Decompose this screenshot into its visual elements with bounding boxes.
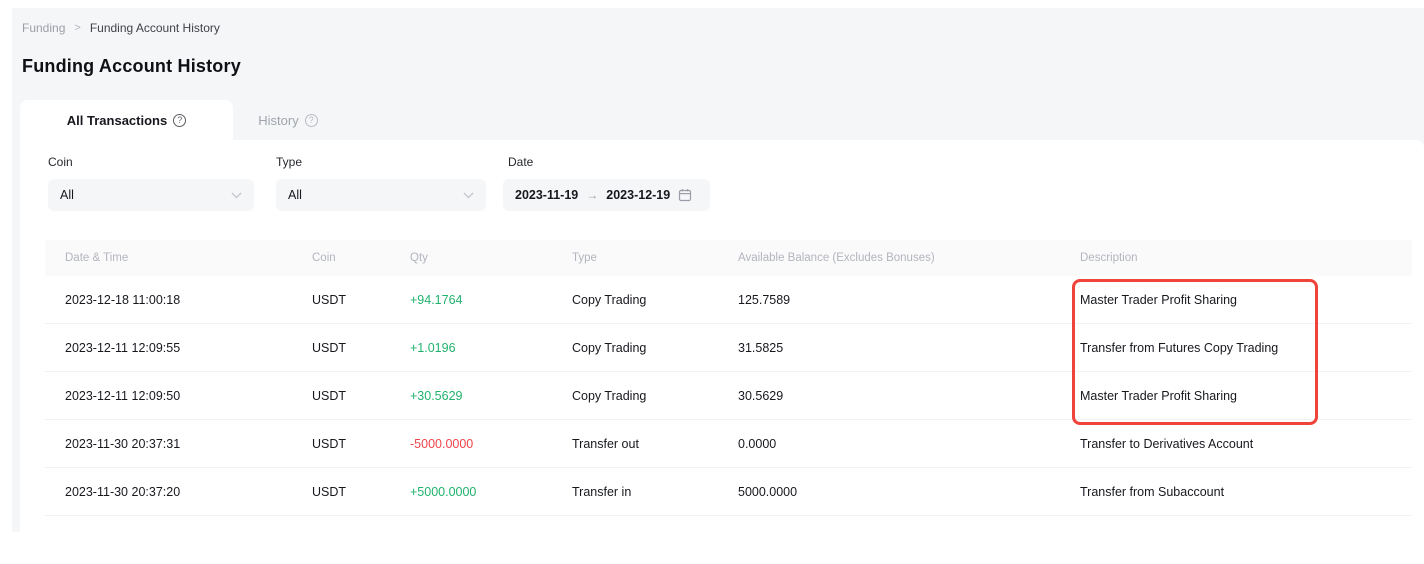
tab-all-transactions[interactable]: All Transactions ? (20, 100, 233, 140)
coin-select-value: All (60, 188, 74, 202)
date-start-value: 2023-11-19 (515, 188, 579, 202)
content-card: Coin All Type All Date 2023-11-19 → 2023… (20, 140, 1424, 532)
table-row: 2023-12-18 11:00:18 USDT +94.1764 Copy Trad… (45, 276, 1412, 324)
coin-filter: Coin All (48, 155, 254, 211)
cell-type: Transfer out (572, 436, 639, 451)
type-select-value: All (288, 188, 302, 202)
coin-select[interactable]: All (48, 179, 254, 211)
cell-qty: +30.5629 (410, 388, 463, 403)
cell-datetime: 2023-11-30 20:37:20 (65, 484, 181, 499)
cell-datetime: 2023-12-11 12:09:55 (65, 340, 181, 355)
tab-history[interactable]: History ? (233, 100, 343, 140)
date-end-value: 2023-12-19 (606, 188, 671, 202)
help-icon[interactable]: ? (304, 113, 318, 127)
tab-bar: All Transactions ? History ? (20, 100, 343, 140)
cell-balance: 30.5629 (738, 388, 784, 403)
tab-all-transactions-label: All Transactions (66, 112, 168, 128)
column-header: Qty (410, 252, 428, 264)
cell-balance: 31.5825 (738, 340, 784, 355)
date-filter-label: Date (508, 155, 534, 169)
column-header: Coin (312, 252, 336, 264)
cell-qty: -5000.0000 (410, 436, 474, 451)
cell-coin: USDT (312, 388, 347, 403)
help-icon[interactable]: ? (173, 113, 187, 127)
chevron-down-icon (231, 192, 242, 198)
breadcrumb-item-current: Funding Account History (89, 21, 220, 35)
chevron-down-icon (463, 192, 474, 198)
column-header: Description (1080, 252, 1138, 264)
breadcrumb: Funding > Funding Account History (22, 21, 220, 35)
cell-qty: +94.1764 (410, 292, 463, 307)
cell-coin: USDT (312, 484, 347, 499)
cell-balance: 0.0000 (738, 436, 777, 451)
cell-coin: USDT (312, 340, 347, 355)
type-filter: Type All (276, 155, 486, 211)
page-title: Funding Account History (22, 56, 241, 76)
cell-description: Transfer from Futures Copy Trading (1080, 340, 1279, 355)
cell-datetime: 2023-11-30 20:37:31 (65, 436, 181, 451)
coin-filter-label: Coin (48, 155, 73, 169)
cell-qty: +1.0196 (410, 340, 456, 355)
cell-qty: +5000.0000 (410, 484, 477, 499)
table-header-row: Date & Time Coin Qty Type Available Balance … (45, 240, 1412, 276)
cell-datetime: 2023-12-11 12:09:50 (65, 388, 181, 403)
cell-coin: USDT (312, 292, 347, 307)
cell-type: Copy Trading (572, 388, 647, 403)
table-body: 2023-12-18 11:00:18 USDT +94.1764 Copy Trad… (45, 276, 1412, 516)
cell-balance: 125.7589 (738, 292, 791, 307)
cell-description: Master Trader Profit Sharing (1080, 388, 1238, 403)
cell-description: Transfer from Subaccount (1080, 484, 1225, 499)
date-range-picker[interactable]: 2023-11-19 → 2023-12-19 (503, 179, 710, 211)
cell-type: Copy Trading (572, 292, 647, 307)
cell-balance: 5000.0000 (738, 484, 798, 499)
breadcrumb-separator: > (74, 22, 81, 34)
cell-datetime: 2023-12-18 11:00:18 (65, 292, 181, 307)
cell-description: Transfer to Derivatives Account (1080, 436, 1254, 451)
table-row: 2023-12-11 12:09:50 USDT +30.5629 Copy Trad… (45, 372, 1412, 420)
cell-type: Transfer in (572, 484, 632, 499)
column-header: Available Balance (Excludes Bonuses) (738, 252, 935, 264)
table-row: 2023-11-30 20:37:31 USDT -5000.0000 Transfe… (45, 420, 1412, 468)
column-header: Date & Time (65, 252, 129, 264)
date-range-arrow: → (586, 188, 599, 202)
column-header: Type (572, 252, 597, 264)
table-row: 2023-12-11 12:09:55 USDT +1.0196 Copy Tradi… (45, 324, 1412, 372)
cell-type: Copy Trading (572, 340, 647, 355)
breadcrumb-item-funding[interactable]: Funding (22, 21, 66, 35)
cell-description: Master Trader Profit Sharing (1080, 292, 1238, 307)
calendar-icon[interactable] (678, 188, 692, 202)
cell-coin: USDT (312, 436, 347, 451)
table-row: 2023-11-30 20:37:20 USDT +5000.0000 Transfe… (45, 468, 1412, 516)
type-select[interactable]: All (276, 179, 486, 211)
type-filter-label: Type (276, 155, 303, 169)
tab-history-label: History (258, 112, 299, 128)
date-filter: Date 2023-11-19 → 2023-12-19 (503, 155, 710, 211)
transactions-table: Date & Time Coin Qty Type Available Balance … (45, 240, 1412, 516)
